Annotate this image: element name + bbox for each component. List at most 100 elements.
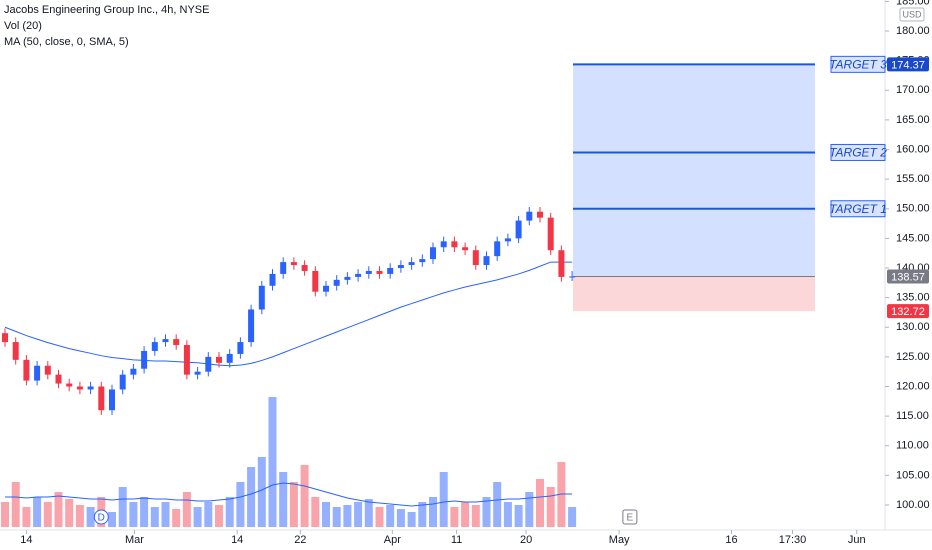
- price-badge-label: 132.72: [891, 306, 925, 318]
- candle-body: [526, 211, 533, 221]
- volume-bar: [471, 505, 480, 527]
- candle-body: [2, 333, 8, 343]
- candle-body: [569, 276, 576, 278]
- candle-body: [280, 262, 287, 274]
- candle-body: [130, 368, 137, 375]
- volume-bar: [22, 507, 31, 527]
- candle-body: [237, 342, 244, 354]
- event-label: E: [627, 513, 634, 524]
- price-badge: [887, 304, 929, 319]
- volume-ma: [5, 482, 573, 507]
- volume-bar: [439, 472, 448, 527]
- volume-bar: [450, 507, 459, 527]
- candle-body: [494, 241, 501, 257]
- candle-body: [248, 309, 255, 343]
- volume-bar: [193, 507, 202, 527]
- volume-bar: [204, 502, 213, 527]
- target-label-box: [830, 55, 886, 73]
- x-tick-label: Mar: [125, 534, 144, 546]
- currency-badge[interactable]: [899, 7, 925, 22]
- volume-bar: [568, 507, 577, 527]
- x-tick-label: 11: [451, 534, 462, 546]
- candle-body: [537, 211, 543, 218]
- target-label-box: [830, 143, 886, 161]
- volume-bar: [247, 467, 256, 527]
- y-tick-label: 160.00: [896, 143, 930, 155]
- volume-bar: [322, 502, 330, 527]
- event-label: D: [98, 513, 105, 524]
- volume-bar: [108, 512, 116, 527]
- y-tick-label: 135.00: [896, 292, 930, 304]
- candle-body: [55, 374, 62, 384]
- candle-body: [344, 276, 351, 280]
- candle-body: [216, 356, 222, 363]
- candle-body: [34, 365, 41, 381]
- volume-bar: [182, 492, 191, 527]
- volume-bar: [364, 499, 373, 527]
- candle-body: [258, 285, 265, 310]
- candle-body: [151, 342, 158, 351]
- volume-bar: [172, 509, 181, 527]
- candle-body: [440, 241, 447, 248]
- volume-bar: [429, 497, 437, 527]
- candle-body: [376, 270, 383, 274]
- target-label: TARGET 3: [829, 58, 887, 72]
- y-tick-label: 130.00: [896, 321, 930, 333]
- x-tick-label: May: [609, 534, 630, 546]
- candle-body: [12, 342, 19, 360]
- symbol-title: Jacobs Engineering Group Inc., 4h, NYSE: [4, 4, 209, 16]
- y-tick-label: 120.00: [896, 380, 930, 392]
- volume-bar: [11, 482, 20, 527]
- volume-bar: [161, 502, 170, 527]
- y-tick-label: 165.00: [896, 114, 930, 126]
- volume-bar: [236, 482, 245, 527]
- x-tick-label: 17:30: [779, 534, 807, 546]
- moving-average: [4, 261, 573, 367]
- volume-bar: [300, 465, 309, 527]
- volume-bar: [343, 505, 352, 527]
- y-tick-label: 185.00: [896, 0, 930, 7]
- target-label: TARGET 2: [829, 146, 887, 160]
- candle-body: [408, 262, 415, 266]
- candle-body: [462, 247, 469, 251]
- event-marker[interactable]: [622, 509, 638, 525]
- volume-bar: [268, 397, 277, 527]
- price-badge-label: 174.37: [891, 59, 925, 71]
- event-marker[interactable]: [93, 509, 109, 525]
- volume-bar: [386, 505, 395, 527]
- volume-bar: [1, 502, 9, 527]
- volume-bar: [150, 507, 159, 527]
- x-tick-label: 14: [231, 534, 243, 546]
- candle-body: [365, 270, 372, 274]
- volume-bar: [118, 487, 127, 527]
- volume-bar: [54, 492, 63, 527]
- candle-body: [205, 356, 212, 372]
- candle-body: [333, 279, 340, 286]
- y-tick-label: 110.00: [896, 440, 929, 452]
- volume-bar: [514, 505, 523, 527]
- candle-body: [194, 371, 201, 375]
- volume-bar: [482, 497, 491, 527]
- y-tick-label: 105.00: [896, 469, 930, 481]
- volume-bar: [140, 497, 149, 527]
- y-tick-label: 150.00: [896, 203, 930, 215]
- volume-bar: [65, 499, 74, 527]
- indicator-label: MA (50, close, 0, SMA, 5): [4, 36, 129, 48]
- volume-bar: [461, 502, 470, 527]
- candle-body: [290, 262, 297, 266]
- currency-label: USD: [902, 9, 922, 19]
- y-tick-label: 170.00: [896, 84, 930, 96]
- candle-body: [451, 241, 458, 248]
- candle-body: [76, 386, 83, 390]
- volume-bar: [493, 482, 502, 527]
- y-tick-label: 125.00: [896, 351, 930, 363]
- candle-body: [515, 220, 522, 239]
- candle-body: [23, 359, 30, 381]
- price-badge: [887, 269, 929, 284]
- candle-body: [558, 250, 565, 277]
- x-tick-label: Jun: [848, 534, 866, 546]
- volume-bar: [546, 487, 555, 527]
- candle-body: [323, 285, 329, 292]
